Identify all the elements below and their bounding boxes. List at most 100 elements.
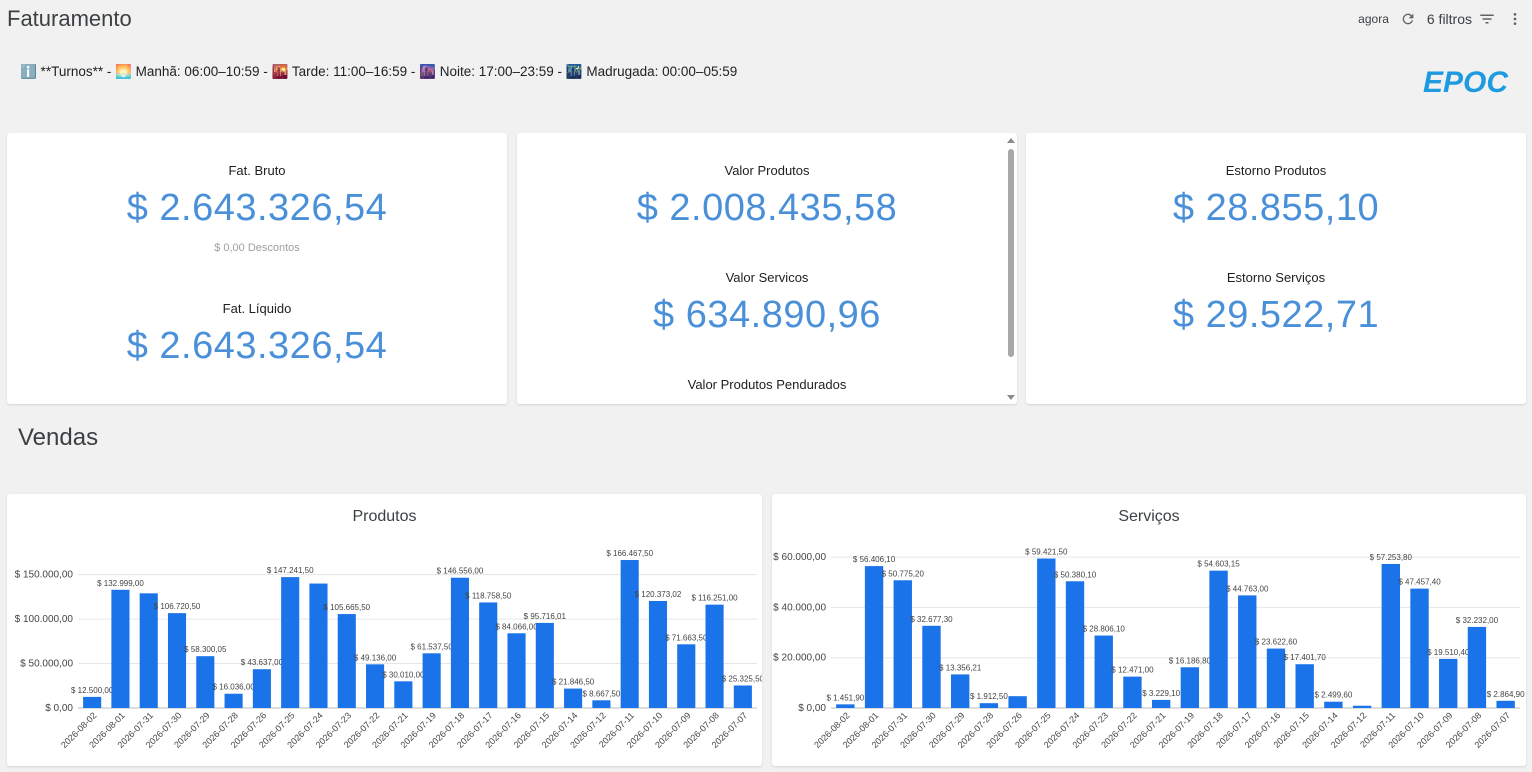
fat-bruto-value: $ 2.643.326,54 [126,187,388,229]
data-label: $ 132.999,00 [97,579,144,588]
bar [893,580,912,708]
bar [1065,581,1085,708]
bar [836,704,855,708]
bar [394,681,413,708]
data-label: $ 49.136,00 [354,653,397,662]
bar [1324,701,1343,708]
data-label: $ 25.325,50 [722,674,762,683]
data-label: $ 44.763,00 [1226,584,1269,593]
y-tick-label: $ 0,00 [45,703,73,714]
filters-label: 6 filtros [1426,11,1472,27]
bar [252,669,271,708]
refresh-icon[interactable] [1399,10,1417,28]
scroll-down-arrow-icon[interactable] [1007,395,1015,400]
y-tick-label: $ 20.000,00 [773,653,826,664]
bar [922,625,941,708]
data-label: $ 2.499,60 [1314,691,1352,700]
scroll-up-arrow-icon[interactable] [1007,138,1015,143]
data-label: $ 1.912,50 [970,692,1008,701]
bar [1180,667,1200,708]
bar [1381,563,1400,708]
data-label: $ 16.186,80 [1169,656,1212,665]
data-label: $ 21.846,50 [552,678,595,687]
card-estornos: Estorno Produtos $ 28.855,10 Estorno Ser… [1026,133,1526,404]
bar [564,688,583,708]
data-label: $ 84.066,00 [495,622,538,631]
bar [1295,664,1314,708]
bar [592,700,611,708]
data-label: $ 50.380,10 [1054,570,1097,579]
data-label: $ 30.010,00 [382,670,425,679]
bar [111,589,130,708]
data-label: $ 50.775,20 [882,569,925,578]
data-label: $ 32.232,00 [1456,616,1499,625]
data-label: $ 23.622,60 [1255,638,1298,647]
bar [422,653,441,708]
card-faturamento: Fat. Bruto $ 2.643.326,54 $ 0,00 Descont… [7,133,507,404]
bar [677,644,696,708]
y-tick-label: $ 40.000,00 [773,602,826,613]
estorno-servicos-label: Estorno Serviços [1226,270,1326,285]
bar [951,674,970,708]
bar [1094,635,1113,708]
card-scrollbar[interactable] [1005,135,1015,403]
data-label: $ 118.758,50 [465,591,512,600]
valor-servicos-label: Valor Servicos [725,270,809,285]
data-label: $ 61.537,50 [411,642,454,651]
data-label: $ 166.467,50 [606,549,653,558]
bar [1123,676,1142,708]
data-label: $ 59.421,50 [1025,548,1068,557]
descontos-text: $ 0,00 Descontos [214,242,300,254]
data-label: $ 146.556,00 [437,567,484,576]
bar [309,583,328,708]
bar [1439,658,1458,708]
card-valores: Valor Produtos $ 2.008.435,58 Valor Serv… [517,133,1017,404]
bar [620,560,639,708]
valor-servicos-value: $ 634.890,96 [653,294,881,336]
data-label: $ 106.720,50 [154,602,201,611]
data-label: $ 13.356,21 [939,663,982,672]
fat-bruto-label: Fat. Bruto [228,163,286,178]
bar [1410,588,1429,708]
data-label: $ 1.451,90 [826,693,864,702]
bar [864,566,884,708]
data-label: $ 57.253,80 [1370,553,1413,562]
bar [1151,699,1171,708]
bar [366,664,385,708]
data-label: $ 54.603,15 [1197,560,1240,569]
filters-button[interactable]: 6 filtros [1427,10,1496,28]
chart-card-produtos: Produtos $ 0,00 $ 50.000,00 $ 100.000,00 $ … [7,494,762,766]
bar [1352,705,1372,708]
data-label: $ 105.665,50 [323,603,370,612]
bar [507,633,526,708]
y-tick-label: $ 0,00 [798,703,826,714]
more-vert-icon[interactable] [1506,10,1524,28]
y-tick-label: $ 50.000,00 [20,659,73,670]
bar [83,696,102,708]
filter-icon [1478,10,1496,28]
bar [1008,696,1027,708]
data-label: $ 16.036,00 [212,683,255,692]
bar [1467,626,1487,708]
data-label: $ 95.716,01 [524,612,567,621]
scroll-thumb[interactable] [1008,149,1014,357]
bar [535,622,554,708]
valor-produtos-label: Valor Produtos [724,163,810,178]
chart-card-servicos: Serviços $ 0,00 $ 20.000,00 $ 40.000,00 $ 6… [772,494,1526,766]
data-label: $ 116.251,00 [692,594,739,603]
bar [1266,648,1286,708]
data-label: $ 56.406,10 [853,555,896,564]
bar [1209,570,1228,708]
turnos-info: ℹ️ **Turnos** - 🌅 Manhã: 06:00–10:59 - 🌇… [20,64,738,79]
data-label: $ 17.401,70 [1284,653,1327,662]
estorno-produtos-label: Estorno Produtos [1225,163,1327,178]
valor-pendurados-label: Valor Produtos Pendurados [687,377,847,392]
bar [450,577,469,708]
bar [479,602,498,708]
data-label: $ 3.229,10 [1142,689,1180,698]
bar [1037,558,1056,708]
data-label: $ 58.300,05 [184,645,227,654]
data-label: $ 120.373,02 [635,590,682,599]
fat-liquido-value: $ 2.643.326,54 [126,325,388,367]
bar [167,613,187,708]
